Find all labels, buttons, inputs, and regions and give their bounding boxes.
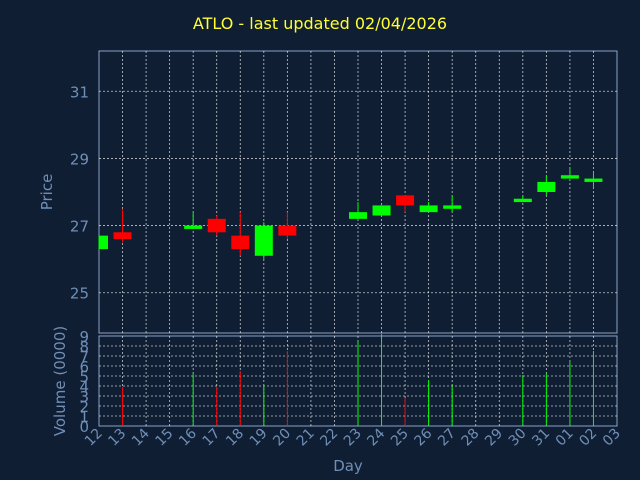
x-tick-label: 24 — [364, 425, 388, 449]
candle-body — [349, 212, 367, 219]
candle-body — [231, 235, 250, 250]
candle-body — [372, 205, 391, 216]
x-tick-label: 13 — [105, 426, 129, 450]
chart-title: ATLO - last updated 02/04/2026 — [192, 14, 448, 33]
x-tick-label: 27 — [435, 426, 459, 450]
x-tick-label: 20 — [270, 426, 294, 450]
x-axis-ticks: 12 13 14 15 16 17 18 19 20 21 22 23 24 25 26 27 28 29 30 31… — [82, 425, 624, 449]
price-candles — [98, 168, 603, 260]
candle-body — [513, 198, 532, 203]
volume-tick-label: 3 — [79, 388, 89, 406]
candle-body — [419, 205, 438, 213]
x-tick-label: 30 — [506, 426, 530, 450]
x-tick-label: 03 — [600, 426, 624, 450]
volume-tick-label: 2 — [79, 398, 89, 416]
candle-body — [560, 175, 579, 179]
x-tick-label: 23 — [341, 426, 365, 450]
x-tick-label: 14 — [129, 425, 153, 449]
price-tick-label: 27 — [70, 218, 89, 236]
candle-body — [207, 218, 226, 233]
x-tick-label: 18 — [223, 426, 247, 450]
candle-body — [584, 178, 603, 182]
volume-tick-label: 8 — [79, 338, 89, 356]
candle-body — [278, 225, 297, 236]
x-tick-label: 19 — [247, 426, 271, 450]
price-axis-label: Price — [38, 174, 56, 211]
candle-body — [99, 235, 108, 250]
x-tick-label: 25 — [388, 426, 412, 450]
candle-body — [254, 225, 273, 256]
candle-body — [537, 181, 556, 192]
x-tick-label: 26 — [412, 425, 436, 449]
price-tick-label: 25 — [70, 285, 89, 303]
x-tick-label: 31 — [529, 426, 553, 450]
candle-body — [113, 232, 132, 239]
volume-tick-label: 6 — [79, 358, 89, 376]
volume-tick-label: 4 — [79, 378, 89, 396]
x-tick-label: 21 — [294, 426, 318, 450]
price-tick-label: 29 — [70, 150, 89, 168]
volume-tick-label: 0 — [79, 418, 89, 436]
volume-tick-label: 7 — [79, 348, 89, 366]
price-tick-label: 31 — [70, 83, 89, 101]
volume-tick-label: 1 — [79, 408, 89, 426]
candle-body — [396, 195, 415, 206]
x-tick-label: 17 — [200, 426, 224, 450]
volume-axis-label: Volume (0000) — [51, 326, 69, 436]
x-tick-label: 29 — [482, 426, 506, 450]
x-tick-label: 16 — [176, 425, 200, 449]
x-tick-label: 02 — [576, 426, 600, 450]
candle-body — [443, 205, 462, 209]
volume-tick-label: 9 — [79, 328, 89, 346]
price-axis-ticks: 25 27 29 31 — [70, 83, 89, 302]
volume-bars — [122, 334, 594, 426]
x-tick-label: 01 — [553, 426, 577, 450]
volume-tick-label: 5 — [79, 368, 89, 386]
candle-body — [184, 225, 203, 229]
x-tick-label: 22 — [317, 426, 341, 450]
x-tick-label: 15 — [153, 426, 177, 450]
x-tick-label: 28 — [459, 426, 483, 450]
x-axis-label: Day — [333, 457, 363, 475]
